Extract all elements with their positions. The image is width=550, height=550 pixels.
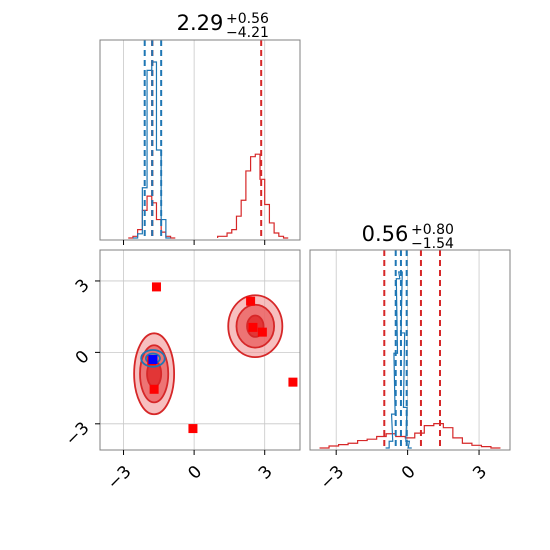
y-tick-label: −3 xyxy=(62,418,94,450)
contour-blue-level1 xyxy=(140,349,166,368)
title-right-minus: −1.54 xyxy=(411,236,454,252)
marginal-panel-right: −3 0 3 0.56 +0.80 −1.54 xyxy=(309,222,511,494)
marker-red xyxy=(288,377,298,387)
grid-top xyxy=(123,40,266,240)
x-tick-label: 0 xyxy=(184,462,206,484)
axes-frame-top xyxy=(99,39,301,241)
title-right: 0.56 xyxy=(362,222,409,246)
histogram-red xyxy=(319,423,501,449)
quantile-lines-right xyxy=(383,250,441,450)
grid-joint xyxy=(100,250,300,450)
title-top: 2.29 xyxy=(177,11,224,35)
title-right-median: 0.56 xyxy=(362,222,409,246)
y-tick-label: 0 xyxy=(72,347,94,369)
marker-red xyxy=(151,282,161,292)
marker-blue xyxy=(148,355,158,365)
histograms-right xyxy=(319,271,501,449)
title-right-plus: +0.80 xyxy=(411,222,454,238)
x-tick-label: 3 xyxy=(255,462,277,484)
ticks-right: −3 0 3 xyxy=(316,450,491,494)
title-top-plus: +0.56 xyxy=(226,11,269,27)
title-top-minus: −4.21 xyxy=(226,25,269,41)
axes-frame-right xyxy=(309,249,511,451)
axes-frame-joint xyxy=(99,249,301,451)
x-tick-label: 3 xyxy=(469,462,491,484)
marker-red xyxy=(257,327,267,337)
histogram-blue xyxy=(132,61,171,239)
ticks-top xyxy=(123,240,266,245)
points-joint xyxy=(147,282,298,434)
quantile-lines-top xyxy=(143,40,263,240)
marker-red xyxy=(248,322,258,332)
x-tick-label: −3 xyxy=(104,462,136,494)
x-tick-label: 0 xyxy=(398,462,420,484)
marker-red xyxy=(246,296,256,306)
y-tick-label: 3 xyxy=(72,275,94,297)
marginal-panel-top: 2.29 +0.56 −4.21 xyxy=(99,11,301,245)
histograms-top xyxy=(128,61,289,239)
title-top-median: 2.29 xyxy=(177,11,224,35)
x-tick-label: −3 xyxy=(316,462,348,494)
marker-red xyxy=(188,424,198,434)
joint-panel: −3 0 3 −3 0 3 xyxy=(62,249,301,494)
contours-joint xyxy=(133,294,284,416)
marker-red xyxy=(149,384,159,394)
